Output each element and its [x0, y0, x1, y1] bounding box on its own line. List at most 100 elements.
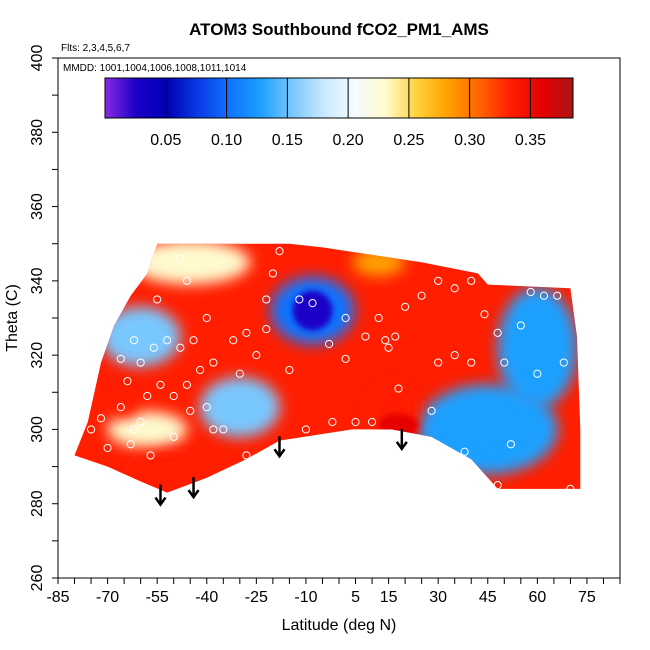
colorbar-tick-label: 0.20	[333, 132, 364, 149]
x-tick-label: -55	[146, 589, 169, 606]
sample-marker	[186, 406, 195, 415]
sample-marker	[176, 254, 185, 263]
x-tick-label: 45	[479, 589, 497, 606]
sample-marker	[116, 354, 125, 363]
sample-marker	[553, 291, 562, 300]
sample-marker	[526, 287, 535, 297]
sample-marker	[295, 295, 304, 304]
colorbar	[104, 77, 574, 119]
sample-marker	[262, 325, 271, 334]
sample-marker	[156, 380, 165, 389]
y-tick-label: 380	[29, 119, 46, 146]
sample-marker	[367, 417, 377, 427]
y-tick-label: 260	[29, 565, 46, 592]
sample-marker	[129, 336, 139, 345]
down-arrow	[273, 436, 286, 459]
sample-marker	[308, 299, 317, 308]
sample-marker	[473, 469, 482, 479]
sample-marker	[126, 440, 135, 449]
y-axis-label: Theta (C)	[4, 284, 21, 352]
x-tick-label: -40	[195, 589, 218, 606]
region-southern-plume	[129, 454, 206, 487]
region-tropical-low	[199, 377, 280, 438]
sample-marker	[77, 406, 86, 415]
colorbar-tick-label: 0.15	[272, 132, 303, 149]
region-southern-upper	[107, 411, 188, 448]
sample-marker	[394, 384, 403, 393]
sample-marker	[500, 358, 509, 367]
region-northern-high-low	[497, 287, 578, 408]
sample-marker	[460, 447, 469, 456]
sample-marker	[162, 336, 172, 345]
colorbar-tick-label: 0.30	[454, 132, 485, 149]
sample-marker	[361, 332, 370, 341]
sample-marker	[209, 358, 218, 367]
sample-marker	[146, 451, 155, 460]
y-tick-label: 400	[29, 45, 46, 72]
sample-marker	[341, 313, 350, 323]
sample-marker	[235, 369, 244, 378]
x-tick-label: 15	[380, 589, 398, 606]
sample-marker	[480, 310, 489, 319]
sample-marker	[285, 365, 294, 375]
sample-marker	[153, 295, 162, 304]
sample-marker	[136, 358, 145, 367]
chart-title: ATOM3 Southbound fCO2_PM1_AMS	[189, 20, 489, 39]
sample-marker	[434, 358, 443, 367]
y-tick-label: 340	[29, 267, 46, 294]
sample-marker	[86, 425, 96, 434]
x-axis-label: Latitude (deg N)	[282, 617, 397, 634]
region-equatorial-low	[292, 290, 333, 331]
sample-marker	[401, 302, 410, 311]
region-south-mid-low	[100, 306, 181, 367]
sample-marker	[182, 380, 192, 389]
sample-marker	[196, 365, 205, 375]
x-tick-label: 60	[528, 589, 546, 606]
sample-marker	[252, 351, 261, 360]
colorbar-tick-label: 0.35	[515, 132, 546, 149]
sample-marker	[391, 332, 400, 341]
sample-marker	[374, 313, 383, 323]
sample-marker	[341, 354, 350, 363]
x-tick-label: -70	[96, 589, 119, 606]
x-tick-label: -25	[245, 589, 268, 606]
sample-marker	[566, 484, 575, 493]
sample-marker	[493, 481, 502, 490]
colorbar-tick-label: 0.10	[211, 132, 242, 149]
sample-marker	[123, 377, 132, 386]
sample-marker	[417, 291, 426, 300]
sample-marker	[219, 425, 228, 434]
down-arrow	[154, 484, 167, 507]
sample-marker	[169, 432, 178, 441]
colorbar-tick-label: 0.25	[393, 132, 424, 149]
sample-marker	[539, 291, 549, 300]
region-polar-south-dipole	[110, 389, 139, 418]
y-tick-label: 300	[29, 416, 46, 443]
sample-marker	[351, 417, 360, 427]
sample-marker	[136, 417, 145, 427]
sample-marker	[516, 321, 525, 330]
flights-label: Flts: 2,3,4,5,6,7	[61, 43, 130, 54]
sample-marker	[450, 351, 459, 360]
sample-marker	[467, 358, 476, 367]
y-tick-label: 280	[29, 490, 46, 517]
sample-marker	[182, 276, 192, 285]
down-arrow	[187, 477, 200, 500]
sample-marker	[301, 425, 311, 434]
x-tick-label: 75	[578, 589, 596, 606]
sample-marker	[467, 276, 476, 285]
x-tick-label: -85	[46, 589, 69, 606]
sample-marker	[129, 425, 139, 434]
sample-marker	[149, 343, 158, 352]
sample-marker	[202, 403, 211, 412]
sample-marker	[328, 417, 337, 427]
sample-marker	[506, 440, 516, 449]
sample-marker	[268, 269, 277, 278]
sample-marker	[202, 313, 211, 323]
down-arrow	[395, 428, 408, 452]
region-northern-plume-core	[378, 413, 419, 438]
sample-marker	[176, 343, 185, 352]
sample-marker	[169, 391, 178, 401]
sample-marker	[189, 336, 198, 345]
